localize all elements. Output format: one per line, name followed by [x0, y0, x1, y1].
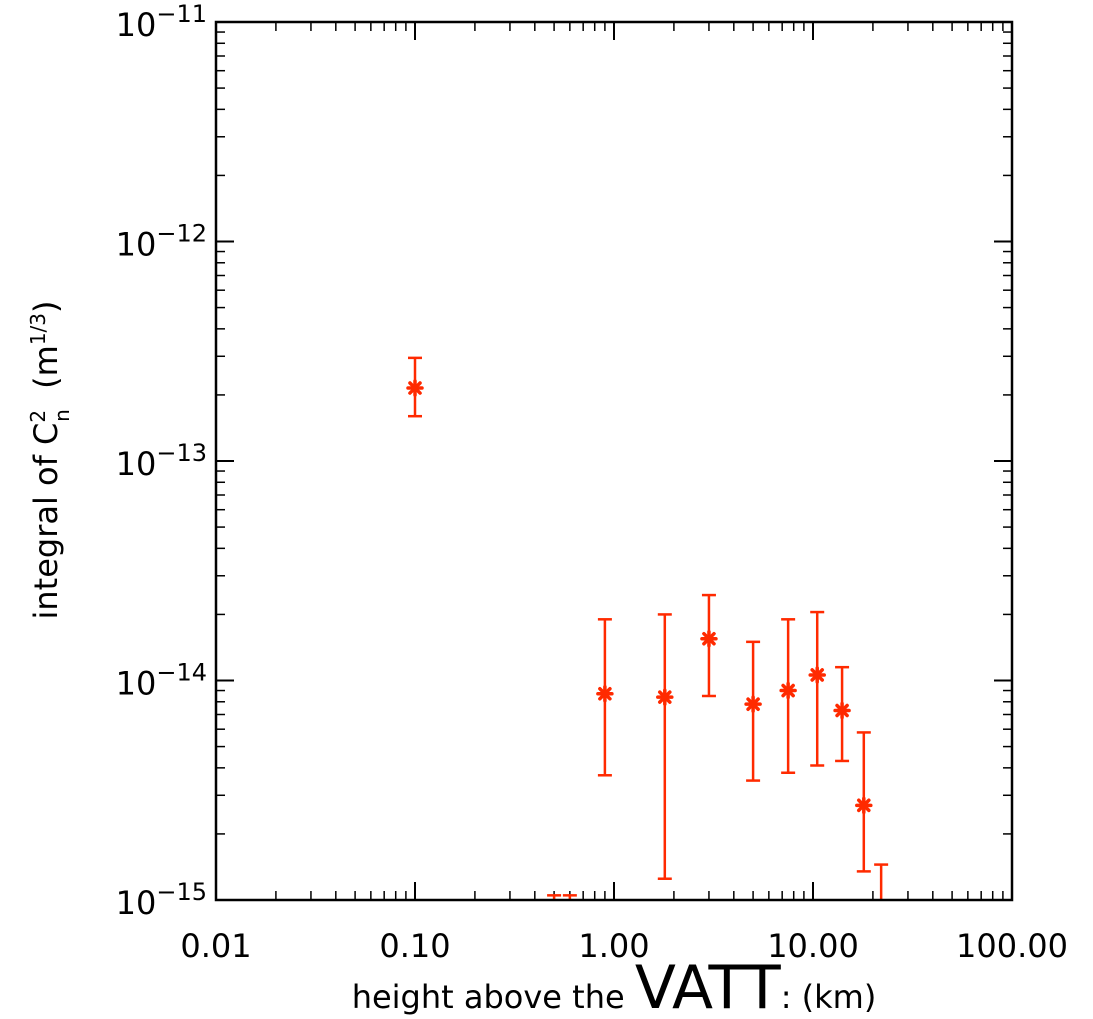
- asterisk-stroke: [658, 690, 672, 704]
- asterisk-marker: [779, 681, 797, 700]
- y-tick-label-base: 10: [116, 226, 157, 264]
- asterisk-marker: [808, 666, 826, 684]
- data-point: [700, 593, 718, 698]
- data-point: [808, 610, 826, 767]
- y-tick-label-exponent: −15: [156, 878, 207, 906]
- y-axis-title-units-sup: 1/3: [26, 313, 50, 345]
- y-tick-label-exponent: −14: [156, 659, 207, 687]
- y-tick-label-base: 10: [116, 6, 157, 44]
- asterisk-stroke: [810, 668, 825, 682]
- data-point: [656, 613, 674, 880]
- x-axis-title-suffix: : (km): [781, 978, 877, 1016]
- y-tick-label: 10−15: [116, 878, 207, 922]
- y-axis-title-units-close: ): [27, 301, 65, 313]
- x-tick-label: 100.00: [956, 927, 1068, 965]
- asterisk-marker: [406, 379, 424, 397]
- y-axis-title: integral of C2n (m1/3): [26, 301, 74, 620]
- data-point: [744, 640, 762, 782]
- y-tick-label: 10−11: [116, 0, 207, 44]
- minor-ticks: [216, 22, 1012, 900]
- x-axis-title: height above the VATT: (km): [352, 953, 877, 1019]
- x-tick-label: 10.00: [767, 927, 859, 965]
- y-axis-title-main: integral of C: [27, 423, 65, 620]
- x-tick-labels: 0.01 0.10 1.00 10.00 100.00: [180, 927, 1068, 965]
- y-tick-label: 10−12: [116, 220, 207, 264]
- y-tick-label-exponent: −12: [156, 220, 207, 248]
- y-tick-label-base: 10: [116, 445, 157, 483]
- asterisk-stroke: [702, 631, 716, 646]
- data-point: [874, 863, 889, 900]
- data-point: [406, 356, 424, 418]
- asterisk-marker: [744, 695, 762, 713]
- asterisk-marker: [700, 629, 718, 648]
- y-tick-label-base: 10: [116, 665, 157, 703]
- y-tick-label-exponent: −13: [156, 439, 207, 467]
- x-axis-title-emphasis: VATT: [635, 953, 781, 1019]
- y-tick-label-exponent: −11: [156, 0, 207, 28]
- asterisk-marker: [833, 701, 851, 720]
- y-tick-label-base: 10: [116, 884, 157, 922]
- x-tick-label: 0.01: [180, 927, 251, 965]
- data-point: [833, 665, 851, 763]
- asterisk-stroke: [598, 686, 612, 701]
- data-marks: [406, 356, 889, 900]
- y-tick-label: 10−14: [116, 659, 207, 703]
- y-axis-title-units: (m: [27, 345, 65, 409]
- x-axis-title-prefix: height above the: [352, 978, 635, 1016]
- asterisk-stroke: [857, 798, 871, 813]
- asterisk-stroke: [408, 381, 422, 395]
- asterisk-marker: [656, 688, 674, 706]
- y-axis-title-sup: 2: [26, 410, 50, 423]
- y-tick-label: 10−13: [116, 439, 207, 483]
- x-tick-label: 0.10: [379, 927, 450, 965]
- asterisk-marker: [596, 685, 614, 703]
- asterisk-stroke: [781, 683, 795, 698]
- data-point: [596, 618, 614, 777]
- data-point: [779, 618, 797, 774]
- x-tick-label: 1.00: [578, 927, 649, 965]
- major-ticks: [215, 21, 1013, 901]
- plot-frame: [214, 20, 1014, 902]
- asterisk-marker: [855, 796, 873, 815]
- y-axis-title-sub: n: [50, 409, 74, 422]
- asterisk-stroke: [835, 703, 849, 718]
- data-point: [855, 731, 873, 873]
- asterisk-stroke: [746, 697, 760, 711]
